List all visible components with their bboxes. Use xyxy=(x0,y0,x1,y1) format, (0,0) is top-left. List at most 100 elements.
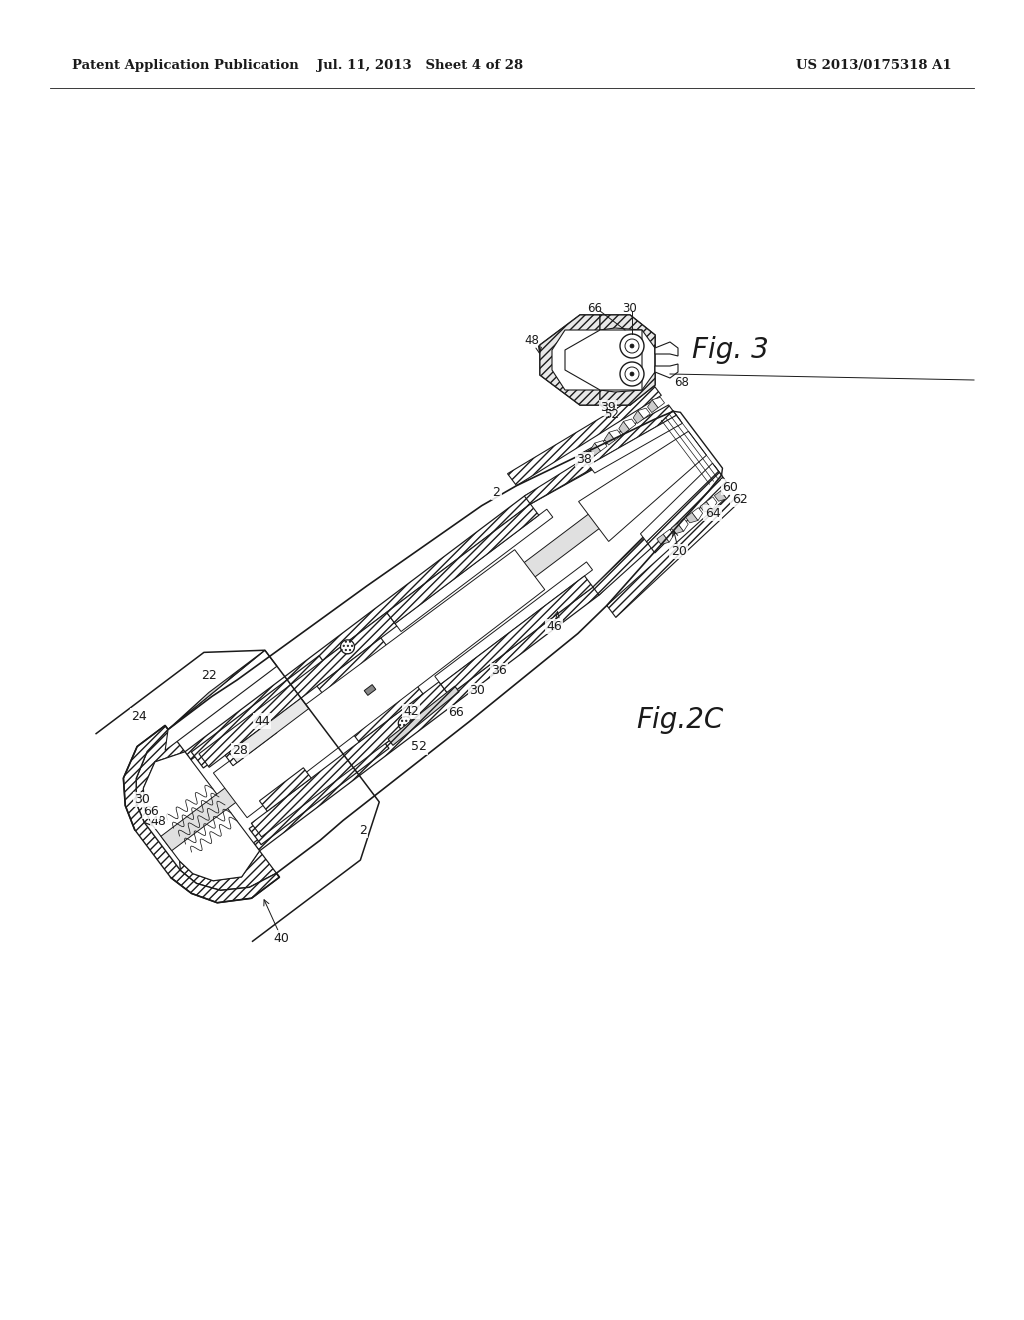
Polygon shape xyxy=(317,638,423,742)
Polygon shape xyxy=(721,486,731,499)
Polygon shape xyxy=(254,466,720,851)
Polygon shape xyxy=(440,576,593,696)
Text: 68: 68 xyxy=(675,375,689,388)
Text: 64: 64 xyxy=(705,507,721,520)
Polygon shape xyxy=(508,385,662,486)
Polygon shape xyxy=(678,519,688,531)
Polygon shape xyxy=(435,562,593,684)
Polygon shape xyxy=(225,722,276,766)
Text: 39: 39 xyxy=(600,401,616,414)
Circle shape xyxy=(625,339,639,352)
Polygon shape xyxy=(652,397,665,408)
Polygon shape xyxy=(191,656,331,768)
Polygon shape xyxy=(593,531,658,595)
Polygon shape xyxy=(387,504,539,623)
Text: 52: 52 xyxy=(412,741,427,754)
Text: 28: 28 xyxy=(232,743,248,756)
Polygon shape xyxy=(656,535,670,545)
Text: 48: 48 xyxy=(524,334,540,346)
Text: 2: 2 xyxy=(493,486,501,499)
Polygon shape xyxy=(607,491,740,618)
Text: 36: 36 xyxy=(492,664,507,677)
Text: 24: 24 xyxy=(131,710,147,722)
Polygon shape xyxy=(664,529,674,543)
Text: Patent Application Publication: Patent Application Publication xyxy=(72,58,299,71)
Text: 20: 20 xyxy=(671,545,687,558)
Polygon shape xyxy=(646,471,726,553)
Polygon shape xyxy=(249,733,389,845)
Polygon shape xyxy=(395,510,553,631)
Text: 46: 46 xyxy=(546,620,562,634)
Polygon shape xyxy=(251,682,450,837)
Polygon shape xyxy=(633,411,644,424)
Text: 40: 40 xyxy=(273,932,290,945)
Polygon shape xyxy=(604,432,615,445)
Polygon shape xyxy=(640,463,719,541)
Circle shape xyxy=(625,367,639,381)
Text: 30: 30 xyxy=(134,793,150,805)
Polygon shape xyxy=(589,416,682,473)
Text: 52: 52 xyxy=(604,408,620,421)
Text: 62: 62 xyxy=(732,492,748,506)
Polygon shape xyxy=(672,523,684,533)
Polygon shape xyxy=(540,315,655,405)
Text: 66: 66 xyxy=(588,301,602,314)
Polygon shape xyxy=(540,315,600,405)
Polygon shape xyxy=(165,651,276,751)
Polygon shape xyxy=(199,612,397,767)
Text: 48: 48 xyxy=(151,816,167,828)
Text: US 2013/0175318 A1: US 2013/0175318 A1 xyxy=(797,58,952,71)
Polygon shape xyxy=(179,851,276,891)
Circle shape xyxy=(620,334,644,358)
Polygon shape xyxy=(185,413,681,760)
Text: 44: 44 xyxy=(254,714,270,727)
Polygon shape xyxy=(398,717,413,730)
Circle shape xyxy=(620,362,644,385)
Polygon shape xyxy=(136,730,185,826)
Text: Jul. 11, 2013   Sheet 4 of 28: Jul. 11, 2013 Sheet 4 of 28 xyxy=(317,58,523,71)
Text: 30: 30 xyxy=(469,684,485,697)
Text: 30: 30 xyxy=(623,301,637,314)
Polygon shape xyxy=(624,418,636,429)
Polygon shape xyxy=(259,768,311,812)
Polygon shape xyxy=(590,444,601,455)
Polygon shape xyxy=(715,491,727,502)
Polygon shape xyxy=(595,441,607,451)
Polygon shape xyxy=(600,315,655,348)
Text: Fig.2C: Fig.2C xyxy=(636,706,724,734)
Polygon shape xyxy=(686,512,698,523)
Polygon shape xyxy=(341,640,354,653)
Polygon shape xyxy=(213,549,545,817)
Text: 22: 22 xyxy=(202,669,217,682)
Polygon shape xyxy=(707,496,717,510)
Polygon shape xyxy=(143,752,259,880)
Circle shape xyxy=(630,372,634,376)
Polygon shape xyxy=(168,651,265,730)
Polygon shape xyxy=(638,408,650,418)
Polygon shape xyxy=(655,342,678,356)
Polygon shape xyxy=(692,508,702,520)
Polygon shape xyxy=(524,454,600,504)
Polygon shape xyxy=(618,421,630,434)
Circle shape xyxy=(630,345,634,348)
Polygon shape xyxy=(388,686,459,746)
Polygon shape xyxy=(124,726,280,903)
Polygon shape xyxy=(229,698,309,763)
Text: Fig. 3: Fig. 3 xyxy=(691,337,768,364)
Polygon shape xyxy=(600,372,655,405)
Polygon shape xyxy=(579,432,707,541)
Text: 38: 38 xyxy=(577,453,593,466)
Polygon shape xyxy=(609,430,622,441)
Polygon shape xyxy=(700,502,713,512)
Polygon shape xyxy=(581,405,677,465)
Polygon shape xyxy=(565,330,642,389)
Text: 42: 42 xyxy=(403,705,419,718)
Text: 66: 66 xyxy=(449,706,464,719)
Polygon shape xyxy=(647,400,658,413)
Polygon shape xyxy=(655,364,678,378)
Text: 60: 60 xyxy=(723,480,738,494)
Polygon shape xyxy=(365,685,376,696)
Text: 66: 66 xyxy=(143,805,159,818)
Polygon shape xyxy=(161,447,687,850)
Text: 2: 2 xyxy=(359,824,367,837)
